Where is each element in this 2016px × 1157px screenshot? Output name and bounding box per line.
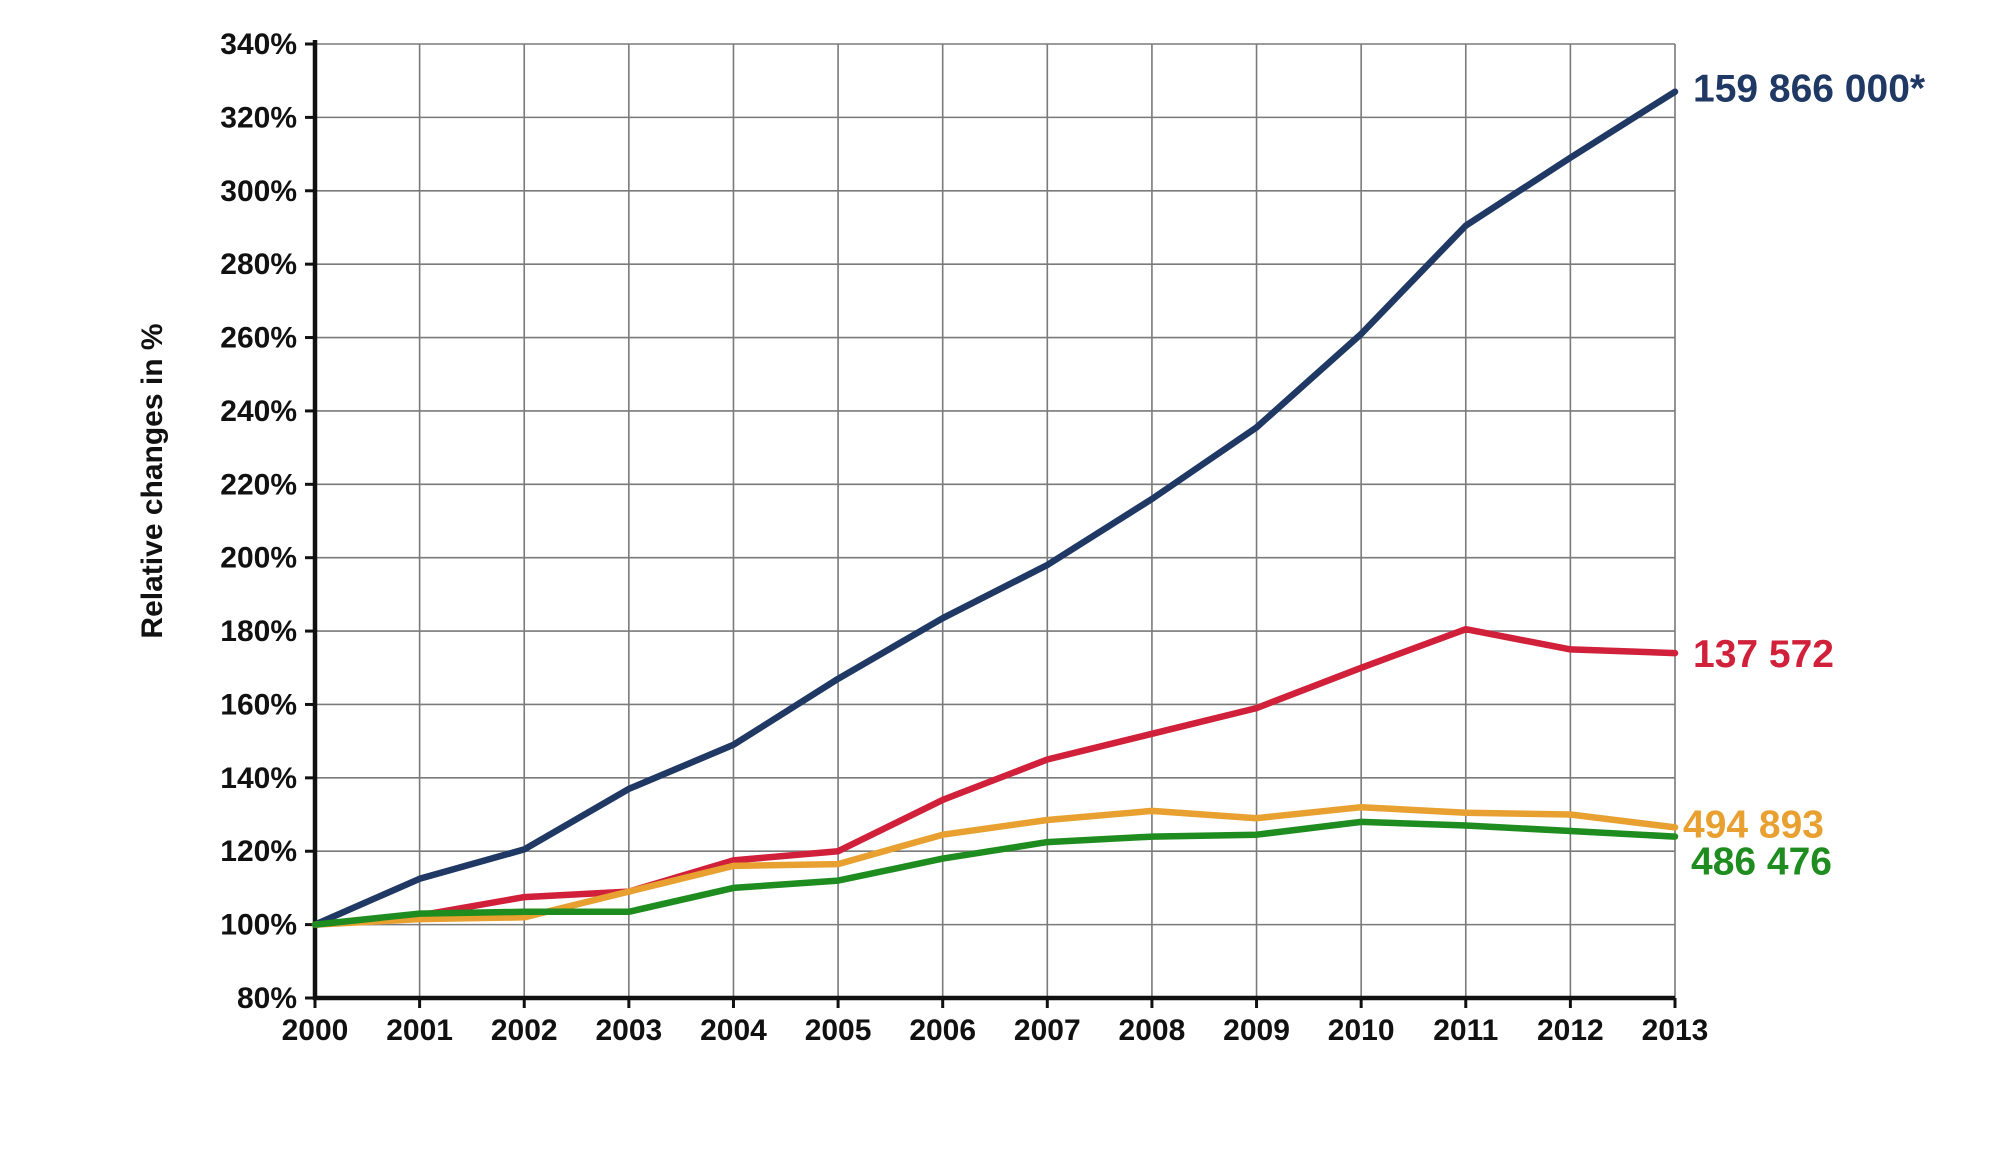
y-tick-label: 320%	[220, 101, 297, 134]
y-tick-label: 300%	[220, 175, 297, 208]
y-tick-label: 180%	[220, 615, 297, 648]
x-tick-label: 2012	[1537, 1014, 1604, 1047]
x-tick-label: 2001	[386, 1014, 453, 1047]
y-tick-label: 160%	[220, 688, 297, 721]
y-tick-label: 240%	[220, 395, 297, 428]
x-tick-label: 2009	[1223, 1014, 1290, 1047]
x-tick-label: 2004	[700, 1014, 767, 1047]
y-tick-label: 280%	[220, 248, 297, 281]
x-tick-label: 2007	[1014, 1014, 1081, 1047]
series-line-2	[311, 625, 1679, 928]
axes	[305, 40, 1677, 1008]
series-lines	[311, 88, 1679, 928]
series-end-label-3: 494 893	[1683, 803, 1824, 846]
y-tick-label: 120%	[220, 835, 297, 868]
x-tick-label: 2011	[1433, 1014, 1498, 1047]
y-tick-labels: 80% 100% 120% 140% 160% 180% 200% 220% 240% 260% 2…	[220, 28, 297, 1015]
series-end-label-2: 137 572	[1693, 633, 1834, 676]
y-tick-label: 260%	[220, 322, 297, 355]
y-tick-label: 140%	[220, 762, 297, 795]
series-line-4	[311, 818, 1679, 928]
x-tick-label: 2002	[491, 1014, 558, 1047]
series-end-label-1: 159 866 000*	[1693, 68, 1926, 111]
x-tick-label: 2000	[282, 1014, 349, 1047]
y-tick-label: 80%	[237, 982, 297, 1015]
x-tick-labels: 2000 2001 2002 2003 2004 2005 2006 2007 2008 2009…	[282, 1014, 1709, 1047]
x-tick-label: 2005	[805, 1014, 872, 1047]
y-tick-label: 200%	[220, 542, 297, 575]
x-tick-label: 2008	[1119, 1014, 1186, 1047]
series-end-label-4: 486 476	[1691, 841, 1832, 884]
x-tick-label: 2010	[1328, 1014, 1395, 1047]
y-tick-label: 220%	[220, 468, 297, 501]
series-line-1	[311, 88, 1679, 928]
y-axis-title: Relative changes in %	[136, 323, 169, 638]
grid	[315, 43, 1676, 998]
x-tick-label: 2013	[1642, 1014, 1709, 1047]
y-tick-label: 340%	[220, 28, 297, 61]
x-tick-label: 2006	[909, 1014, 976, 1047]
y-tick-label: 100%	[220, 909, 297, 942]
x-tick-label: 2003	[595, 1014, 662, 1047]
